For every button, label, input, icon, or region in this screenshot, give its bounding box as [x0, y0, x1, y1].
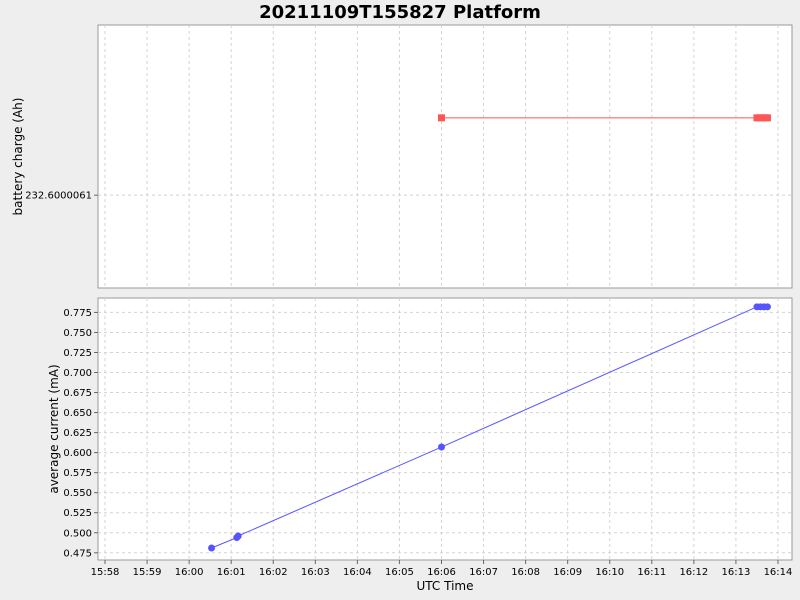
x-tick-label: 16:06: [427, 567, 456, 578]
x-tick-label: 16:02: [259, 567, 288, 578]
data-point: [763, 114, 771, 122]
x-tick-label: 16:00: [175, 567, 204, 578]
data-point: [437, 443, 445, 451]
x-tick-label: 16:01: [217, 567, 246, 578]
y-axis-label: battery charge (Ah): [11, 98, 25, 216]
y-tick-label: 0.550: [63, 488, 92, 499]
y-tick-label: 0.525: [63, 508, 92, 519]
y-tick-label: 0.575: [63, 468, 92, 479]
y-tick-label: 0.600: [63, 448, 92, 459]
y-tick-label: 232.6000061: [25, 191, 92, 202]
x-tick-label: 16:04: [343, 567, 372, 578]
plot-area-2: [97, 297, 793, 561]
x-tick-label: 16:09: [553, 567, 582, 578]
plot-area-1: [97, 24, 793, 289]
chart-title: 20211109T155827 Platform: [259, 2, 541, 23]
x-tick-label: 16:08: [511, 567, 540, 578]
data-point: [763, 303, 771, 311]
x-tick-label: 15:58: [91, 567, 120, 578]
x-tick-label: 16:03: [301, 567, 330, 578]
x-tick-label: 16:12: [679, 567, 708, 578]
x-tick-label: 16:11: [637, 567, 666, 578]
y-tick-label: 0.650: [63, 408, 92, 419]
data-point: [760, 114, 768, 122]
x-tick-label: 16:14: [764, 567, 793, 578]
y-tick-label: 0.775: [63, 308, 92, 319]
y-axis-label: average current (mA): [47, 364, 61, 493]
data-point: [753, 114, 761, 122]
x-tick-label: 15:59: [133, 567, 162, 578]
x-tick-label: 16:07: [469, 567, 498, 578]
x-axis-label: UTC Time: [417, 579, 474, 593]
data-point: [208, 544, 216, 552]
data-point: [234, 532, 242, 540]
y-tick-label: 0.475: [63, 548, 92, 559]
y-tick-label: 0.625: [63, 428, 92, 439]
x-tick-label: 16:05: [385, 567, 414, 578]
y-tick-label: 0.675: [63, 388, 92, 399]
y-tick-label: 0.725: [63, 348, 92, 359]
y-tick-label: 0.500: [63, 528, 92, 539]
x-tick-label: 16:10: [595, 567, 624, 578]
data-point: [437, 114, 445, 122]
y-tick-label: 0.700: [63, 368, 92, 379]
data-point: [756, 114, 764, 122]
x-tick-label: 16:13: [722, 567, 751, 578]
y-tick-label: 0.750: [63, 328, 92, 339]
